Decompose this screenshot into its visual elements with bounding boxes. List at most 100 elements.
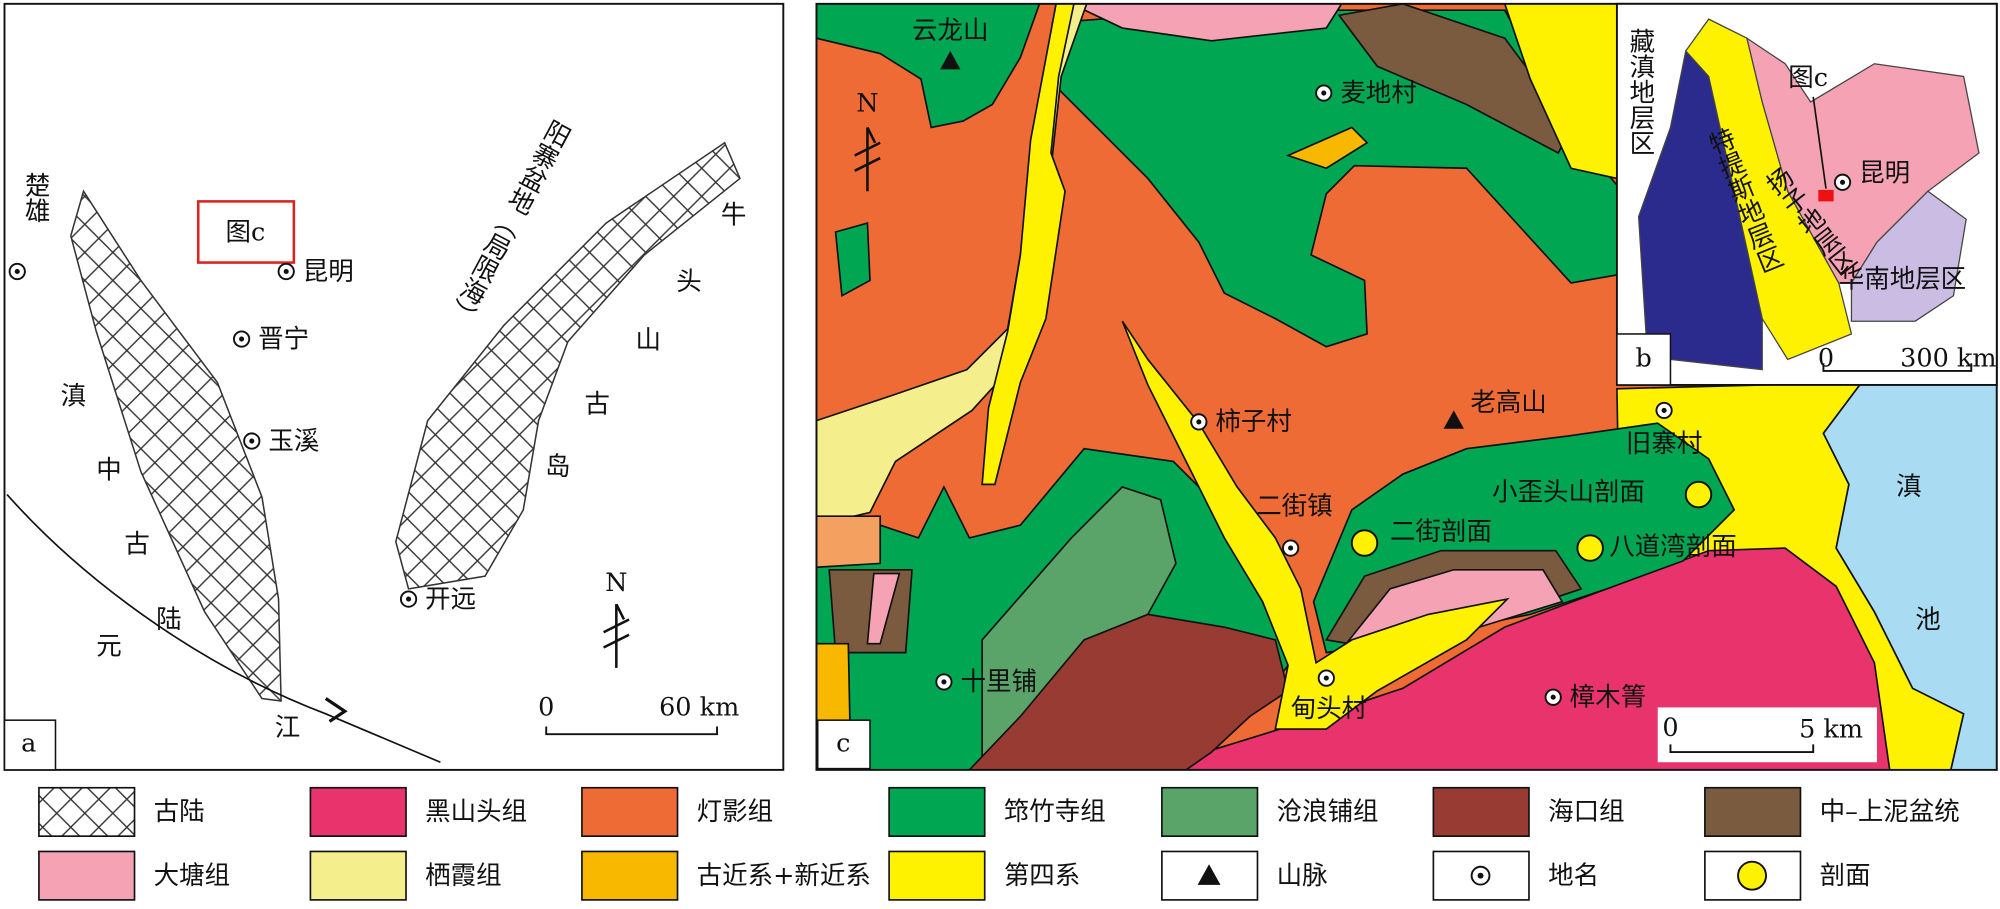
north-arrow [603, 603, 630, 668]
label: 樟木箐 [1570, 683, 1646, 713]
qiongzhusi [834, 221, 871, 298]
datang [866, 572, 901, 645]
label: 十里铺 [960, 667, 1036, 697]
label: 古 [584, 389, 609, 419]
label: 古近系+新近系 [697, 861, 871, 891]
label: 山脉 [1277, 861, 1328, 891]
label: 昆明 [303, 257, 354, 287]
label: 小歪头山剖面 [1492, 477, 1645, 507]
haikou [968, 613, 1290, 770]
neogene [1285, 126, 1369, 170]
label: 老高山 [1470, 388, 1546, 418]
label: 古陆 [154, 797, 205, 827]
qiongzhusi [816, 3, 1041, 129]
place-dot [1661, 407, 1667, 413]
label: N [605, 568, 627, 598]
label: 柿子村 [1215, 407, 1291, 437]
label: b [1636, 343, 1652, 373]
label: c [836, 728, 850, 758]
label: 陆 [156, 605, 181, 635]
label: 岛 [545, 452, 570, 482]
legend-swatch [38, 850, 136, 901]
label: 图c [226, 217, 266, 247]
place-dot [1321, 90, 1327, 96]
legend-swatch [581, 786, 679, 837]
place-dot [283, 268, 289, 275]
panel-c-frame [815, 2, 1998, 771]
ancient-land [69, 189, 282, 702]
label: 开远 [425, 584, 476, 614]
label: 池 [1915, 605, 1940, 635]
inset-marker [1818, 189, 1834, 202]
legend-swatch [309, 786, 407, 837]
section-marker [1684, 480, 1713, 509]
place-dot [1477, 872, 1484, 879]
label: 古 [124, 530, 149, 560]
label: 玉溪 [268, 426, 319, 456]
label: 晋宁 [258, 324, 309, 354]
leader-line [1812, 96, 1827, 189]
place-dot [1288, 545, 1294, 551]
label: 藏滇地层区 [1625, 28, 1655, 155]
label: 大塘组 [154, 861, 230, 891]
legend-swatch [1161, 786, 1259, 837]
label: 昆明 [1859, 159, 1910, 189]
label: 元 [96, 632, 121, 662]
place-dot [1323, 675, 1329, 681]
label: 八道湾剖面 [1609, 532, 1736, 562]
inset-box [196, 200, 296, 264]
legend-swatch [888, 850, 986, 901]
quaternary [1503, 3, 1618, 180]
quaternary [1121, 320, 1510, 730]
label: 楚雄 [20, 172, 50, 223]
label: 滇 [1896, 472, 1921, 502]
panel-label-box [3, 719, 57, 771]
label: 筇竹寺组 [1004, 797, 1106, 827]
label: 牛 [721, 201, 746, 231]
label: 灯影组 [697, 797, 773, 827]
place-dot [1196, 419, 1202, 425]
label: 滇 [61, 382, 86, 412]
label: 0 [1662, 713, 1678, 743]
legend-swatch [1432, 786, 1530, 837]
label: 云龙山 [912, 16, 988, 46]
label: 5 km [1799, 714, 1863, 744]
label: 黑山头组 [425, 797, 527, 827]
mountain-marker [1197, 864, 1221, 885]
legend-swatch [309, 850, 407, 901]
label: 二街镇 [1256, 491, 1332, 521]
label: 旧寨村 [1626, 429, 1702, 459]
label: 0 [538, 693, 554, 723]
label: 甸头村 [1291, 694, 1367, 724]
label: 中–上泥盆统 [1820, 797, 1960, 827]
label: 60 km [659, 693, 739, 723]
label: 头 [676, 267, 701, 297]
place-dot [1550, 694, 1556, 700]
label: 栖霞组 [425, 861, 501, 891]
scale-bar [1669, 744, 1815, 753]
legend-section [1737, 860, 1768, 891]
label: 江 [275, 713, 300, 743]
legend-swatch [38, 786, 136, 837]
datang [1071, 3, 1343, 42]
label: 华南地层区 [1839, 264, 1966, 294]
label: 300 km [1900, 343, 1996, 373]
mountain-marker [1443, 410, 1464, 429]
scale-bar [545, 726, 718, 736]
label: 剖面 [1820, 861, 1871, 891]
label: 第四系 [1004, 861, 1080, 891]
section-marker [1576, 534, 1604, 562]
scale-bar [1822, 363, 1973, 372]
panel-label-box [816, 719, 871, 770]
scale-box [1657, 707, 1877, 763]
section-marker [1350, 529, 1379, 557]
patch [816, 515, 882, 569]
label: 麦地村 [1340, 78, 1416, 108]
south-china [1850, 190, 1967, 322]
place-dot [941, 679, 947, 685]
place-dot [14, 268, 20, 275]
tethys [1684, 18, 1853, 361]
fault-line [6, 494, 441, 764]
label: 沧浪铺组 [1277, 797, 1379, 827]
